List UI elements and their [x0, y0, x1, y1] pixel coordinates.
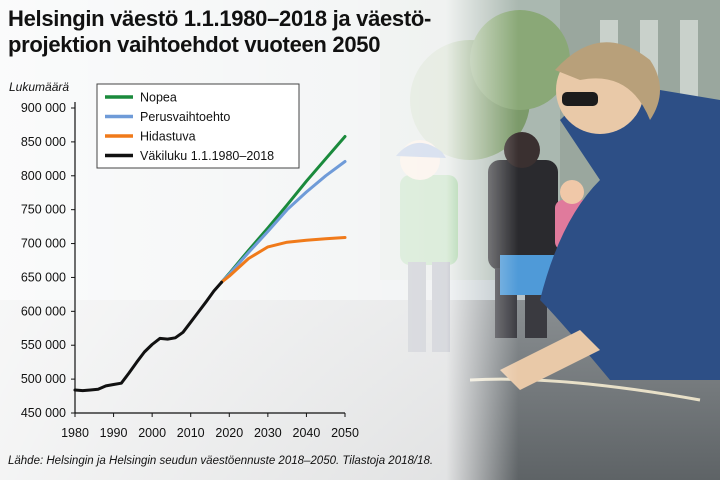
- legend-label: Perusvaihtoehto: [140, 110, 230, 124]
- chart-series-lines: [73, 135, 347, 393]
- chart-title-line-1: Helsingin väestö 1.1.1980–2018 ja väestö…: [8, 6, 432, 31]
- x-tick-label: 1990: [100, 426, 128, 440]
- series-line-2: [220, 160, 347, 284]
- chart-axes: [74, 102, 345, 414]
- x-tick-label: 2020: [215, 426, 243, 440]
- legend-label: Hidastuva: [140, 130, 196, 144]
- y-tick-label: 800 000: [21, 169, 66, 183]
- chart-title-line-2: projektion vaihtoehdot vuoteen 2050: [8, 32, 381, 57]
- y-tick-label: 700 000: [21, 237, 66, 251]
- x-tick-label: 2040: [293, 426, 321, 440]
- y-tick-label: 900 000: [21, 101, 66, 115]
- y-tick-label: 750 000: [21, 203, 66, 217]
- series-line-4: [73, 280, 224, 393]
- y-axis-ticks: 450 000 500 000 550 000 600 000 650 000 700 0…: [21, 101, 75, 420]
- y-tick-label: 550 000: [21, 338, 66, 352]
- y-tick-label: 600 000: [21, 304, 66, 318]
- legend-label: Nopea: [140, 91, 177, 105]
- x-tick-label: 1980: [61, 426, 89, 440]
- chart-title: Helsingin väestö 1.1.1980–2018 ja väestö…: [8, 6, 478, 58]
- x-tick-label: 2010: [177, 426, 205, 440]
- series-line-3: [220, 236, 347, 284]
- y-tick-label: 650 000: [21, 270, 66, 284]
- y-axis-label: Lukumäärä: [9, 80, 69, 94]
- y-tick-label: 850 000: [21, 135, 66, 149]
- source-note: Lähde: Helsingin ja Helsingin seudun väe…: [8, 455, 434, 467]
- y-tick-label: 500 000: [21, 372, 66, 386]
- x-tick-label: 2050: [331, 426, 359, 440]
- chart-legend: Nopea Perusvaihtoehto Hidastuva Väkiluku 1.…: [96, 83, 300, 169]
- legend-label: Väkiluku 1.1.1980–2018: [140, 149, 274, 163]
- x-axis-ticks: 1980 1990 2000 2010 2020 2030 2040 2050: [61, 413, 359, 440]
- x-tick-label: 2030: [254, 426, 282, 440]
- x-tick-label: 2000: [138, 426, 166, 440]
- y-tick-label: 450 000: [21, 406, 66, 420]
